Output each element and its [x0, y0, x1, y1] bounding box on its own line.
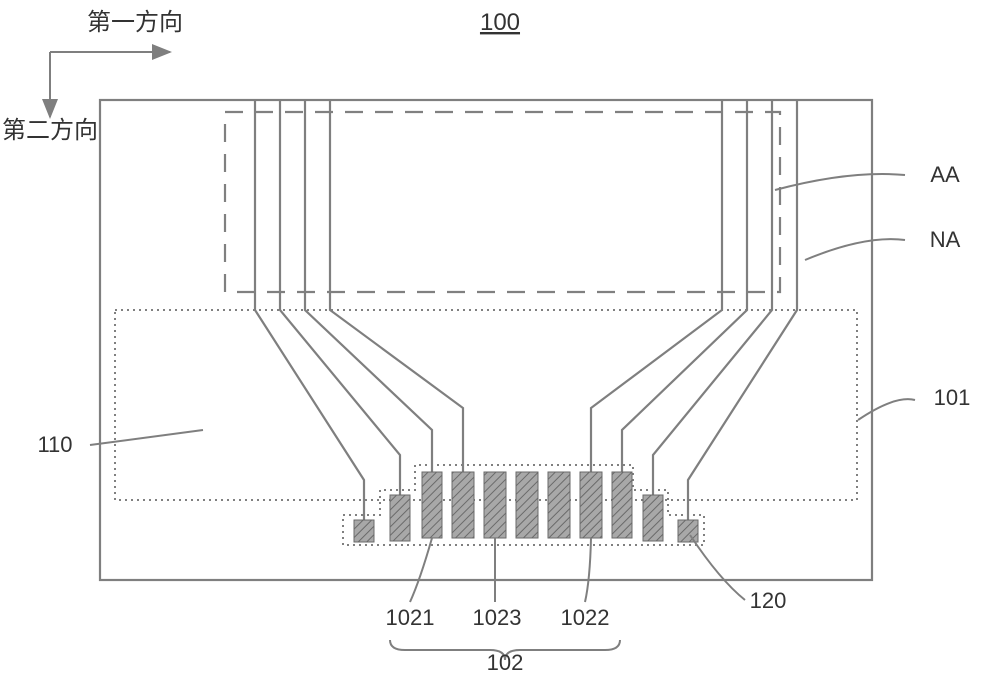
label-1022: 1022 [561, 605, 610, 630]
pad-L2 [422, 472, 442, 538]
pad-L4 [354, 520, 374, 542]
label-1021: 1021 [386, 605, 435, 630]
aa-rect [225, 112, 780, 292]
pad-C1 [484, 472, 506, 538]
label-120: 120 [750, 588, 787, 613]
leader-na [805, 239, 905, 260]
trace-right-0 [591, 100, 722, 472]
leader-aa [775, 174, 905, 190]
label-1023: 1023 [473, 605, 522, 630]
label-aa: AA [930, 162, 960, 187]
leader-101 [858, 399, 915, 420]
trace-right-2 [653, 100, 772, 495]
label-dir2: 第二方向 [2, 117, 98, 144]
trace-left-1 [280, 100, 400, 495]
leader-1021 [410, 538, 432, 602]
pad-C2 [516, 472, 538, 538]
leader-110 [90, 430, 203, 445]
pad-L1 [452, 472, 474, 538]
leader-1022 [585, 538, 591, 602]
trace-left-3 [330, 100, 463, 472]
pad-L3 [390, 495, 410, 541]
label-fig-number: 100 [480, 9, 520, 36]
label-102: 102 [487, 650, 524, 675]
pad-R3 [643, 495, 663, 541]
label-dir1: 第一方向 [87, 9, 183, 36]
leader-120 [690, 535, 745, 600]
pad-R1 [580, 472, 602, 538]
pad-R4 [678, 520, 698, 542]
label-101: 101 [934, 385, 971, 410]
label-na: NA [930, 227, 961, 252]
pad-R2 [612, 472, 632, 538]
label-110: 110 [37, 432, 72, 457]
pad-C3 [548, 472, 570, 538]
